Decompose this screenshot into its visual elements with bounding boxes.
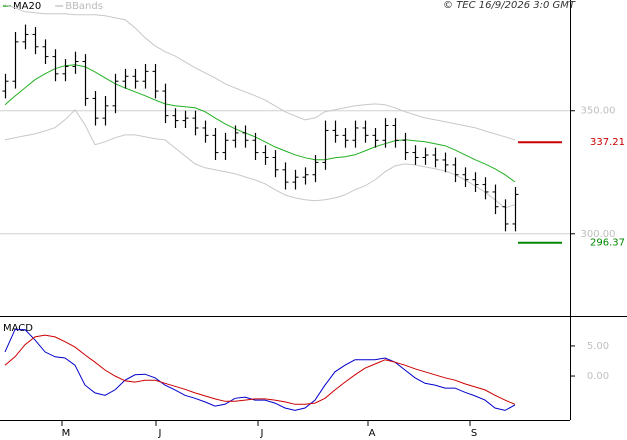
series-line [4, 329, 516, 411]
watermark: © TEC 16/9/2026 3:0 GMT [443, 0, 576, 11]
x-tick-label: J [158, 428, 162, 439]
x-tick-label: S [471, 428, 477, 439]
x-tick-label: A [369, 428, 376, 439]
y-tick-label: 5.00 [587, 341, 609, 352]
band-line [4, 109, 516, 209]
y-tick-label: 350.00 [581, 106, 616, 117]
y-tick-label: 300.00 [581, 229, 616, 240]
ma-line [4, 64, 516, 183]
series-line [4, 334, 516, 405]
panel-title: MACD [3, 323, 33, 334]
legend-label: MA20 [13, 1, 41, 12]
level-label: 337.21 [590, 137, 625, 148]
x-tick-label: J [260, 428, 264, 439]
band-line [4, 4, 516, 141]
y-tick-label: 0.00 [587, 371, 609, 382]
legend-label: BBands [65, 1, 103, 12]
level-label: 296.37 [590, 238, 625, 249]
x-tick-label: M [62, 428, 71, 439]
